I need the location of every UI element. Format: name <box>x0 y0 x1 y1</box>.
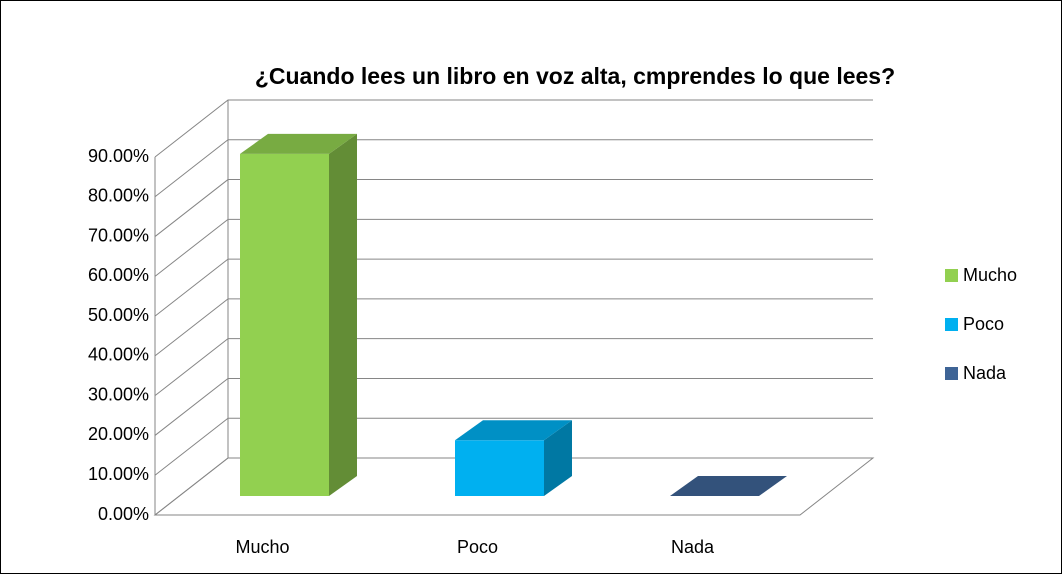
legend-label: Mucho <box>963 265 1017 285</box>
legend-swatch <box>945 367 958 380</box>
x-tick-label: Nada <box>671 537 715 557</box>
bar <box>455 440 544 496</box>
x-tick-label: Poco <box>457 537 498 557</box>
bar-top <box>455 420 572 441</box>
y-tick-label: 50.00% <box>88 305 149 325</box>
y-tick-label: 40.00% <box>88 345 149 365</box>
grid-line <box>154 139 873 198</box>
y-tick-label: 0.00% <box>98 504 149 524</box>
bar-top <box>240 133 357 154</box>
grid-line <box>154 457 873 516</box>
x-tick-label: Mucho <box>235 537 289 557</box>
y-tick-label: 70.00% <box>88 225 149 245</box>
legend-label: Nada <box>963 363 1007 383</box>
y-tick-label: 90.00% <box>88 146 149 166</box>
bar <box>240 153 329 496</box>
grid-line <box>154 218 873 277</box>
grid-line <box>154 99 873 158</box>
grid-line <box>154 298 873 357</box>
legend-label: Poco <box>963 314 1004 334</box>
legend-swatch <box>945 318 958 331</box>
y-tick-label: 80.00% <box>88 186 149 206</box>
y-tick-label: 30.00% <box>88 384 149 404</box>
legend-swatch <box>945 269 958 282</box>
grid-line <box>154 417 873 476</box>
y-tick-label: 10.00% <box>88 464 149 484</box>
bar-side <box>544 420 572 496</box>
grid-line <box>154 258 873 317</box>
grid-line <box>154 377 873 436</box>
bar-side <box>329 133 357 496</box>
chart-title: ¿Cuando lees un libro en voz alta, cmpre… <box>255 63 895 89</box>
y-tick-label: 60.00% <box>88 265 149 285</box>
grid-line <box>154 338 873 397</box>
y-tick-label: 20.00% <box>88 424 149 444</box>
bar-top <box>670 476 787 496</box>
grid-line <box>154 179 873 237</box>
